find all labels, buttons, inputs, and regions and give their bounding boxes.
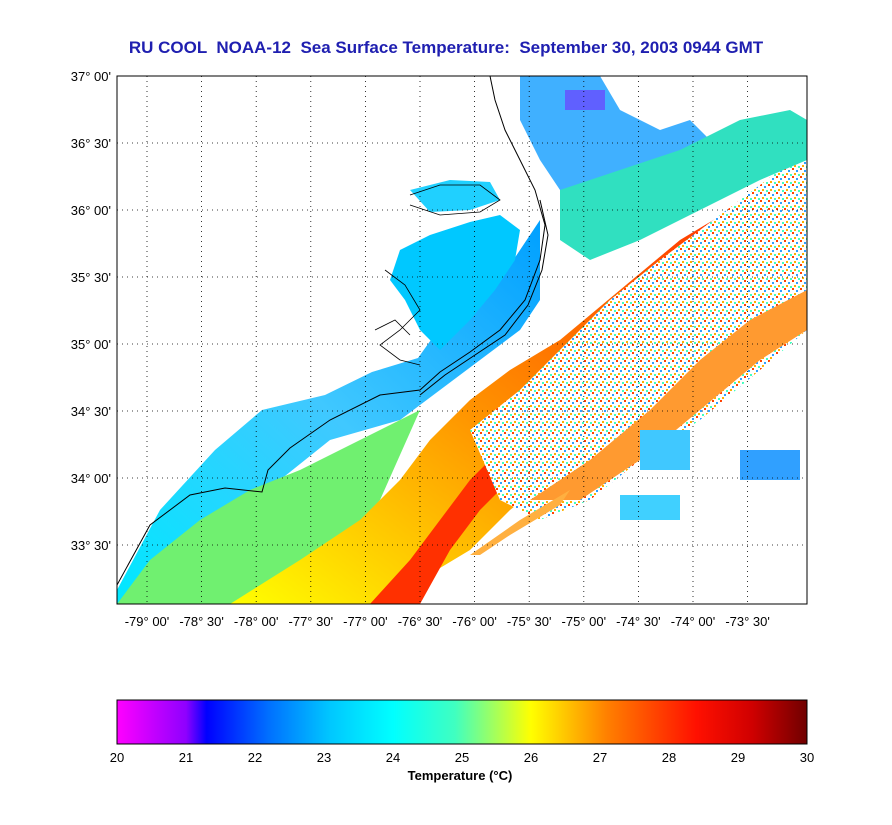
- albemarle-sound: [410, 180, 500, 212]
- lon-tick-label: -78° 30': [179, 614, 224, 629]
- colorbar-tick-label: 27: [593, 750, 607, 765]
- lat-tick-label: 34° 00': [71, 471, 111, 486]
- lat-tick-label: 33° 30': [71, 538, 111, 553]
- sst-field: [117, 76, 807, 604]
- colorbar-tick-label: 29: [731, 750, 745, 765]
- outer-banks: [419, 199, 549, 396]
- lat-tick-label: 36° 30': [71, 136, 111, 151]
- midshelf-water: [117, 410, 420, 604]
- cloud-patch-1: [640, 430, 690, 470]
- colorbar-tick-label: 30: [800, 750, 814, 765]
- colorbar-label: Temperature (°C): [407, 768, 513, 783]
- lon-tick-label: -76° 00': [452, 614, 497, 629]
- map-frame: [116, 75, 808, 605]
- lon-tick-label: -77° 30': [289, 614, 334, 629]
- pamlico-sound: [390, 215, 520, 350]
- lon-tick-label: -78° 00': [234, 614, 279, 629]
- lat-tick-label: 34° 30': [71, 404, 111, 419]
- sound-shoreline: [374, 184, 501, 366]
- slope-warm-band: [530, 290, 807, 500]
- colorbar-tick-label: 28: [662, 750, 676, 765]
- lon-tick-label: -76° 30': [398, 614, 443, 629]
- cloud-contaminated-region: [470, 150, 807, 520]
- colorbar-tick-label: 22: [248, 750, 262, 765]
- lon-tick-label: -75° 30': [507, 614, 552, 629]
- colorbar-tick-label: 21: [179, 750, 193, 765]
- northern-mixed-water: [560, 110, 807, 260]
- lon-tick-label: -77° 00': [343, 614, 388, 629]
- lat-tick-label: 35° 30': [71, 270, 111, 285]
- colorbar-tick-label: 20: [110, 750, 124, 765]
- colorbar-tick-label: 26: [524, 750, 538, 765]
- map-title: RU COOL NOAA-12 Sea Surface Temperature:…: [128, 38, 764, 57]
- colorbar: [116, 699, 808, 745]
- colorbar-ticks: 20 21 22 23 24 25 26 27 28 29 30: [110, 750, 814, 765]
- lon-tick-label: -74° 30': [616, 614, 661, 629]
- lat-tick-label: 36° 00': [71, 203, 111, 218]
- cloud-patch-2: [740, 450, 800, 480]
- mainland-coast: [117, 76, 546, 586]
- coastline: [117, 76, 549, 586]
- lat-tick-label: 37° 00': [71, 69, 111, 84]
- colorbar-tick-label: 24: [386, 750, 400, 765]
- colorbar-tick-label: 23: [317, 750, 331, 765]
- lon-tick-label: -74° 00': [671, 614, 716, 629]
- lat-tick-label: 35° 00': [71, 337, 111, 352]
- lon-tick-label: -75° 00': [562, 614, 607, 629]
- latitude-axis: 37° 00' 36° 30' 36° 00' 35° 30' 35° 00' 34° 3…: [71, 69, 111, 553]
- lon-tick-label: -79° 00': [125, 614, 170, 629]
- longitude-axis: -79° 00' -78° 30' -78° 00' -77° 30' -77° 00'…: [125, 614, 770, 629]
- slope-filament: [470, 490, 570, 555]
- cloud-patch-4: [565, 90, 605, 110]
- lon-tick-label: -73° 30': [725, 614, 770, 629]
- map-grid: [117, 76, 807, 604]
- cloud-patch-3: [620, 495, 680, 520]
- colorbar-tick-label: 25: [455, 750, 469, 765]
